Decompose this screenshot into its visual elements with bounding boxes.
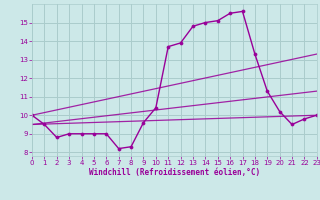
X-axis label: Windchill (Refroidissement éolien,°C): Windchill (Refroidissement éolien,°C) <box>89 168 260 177</box>
